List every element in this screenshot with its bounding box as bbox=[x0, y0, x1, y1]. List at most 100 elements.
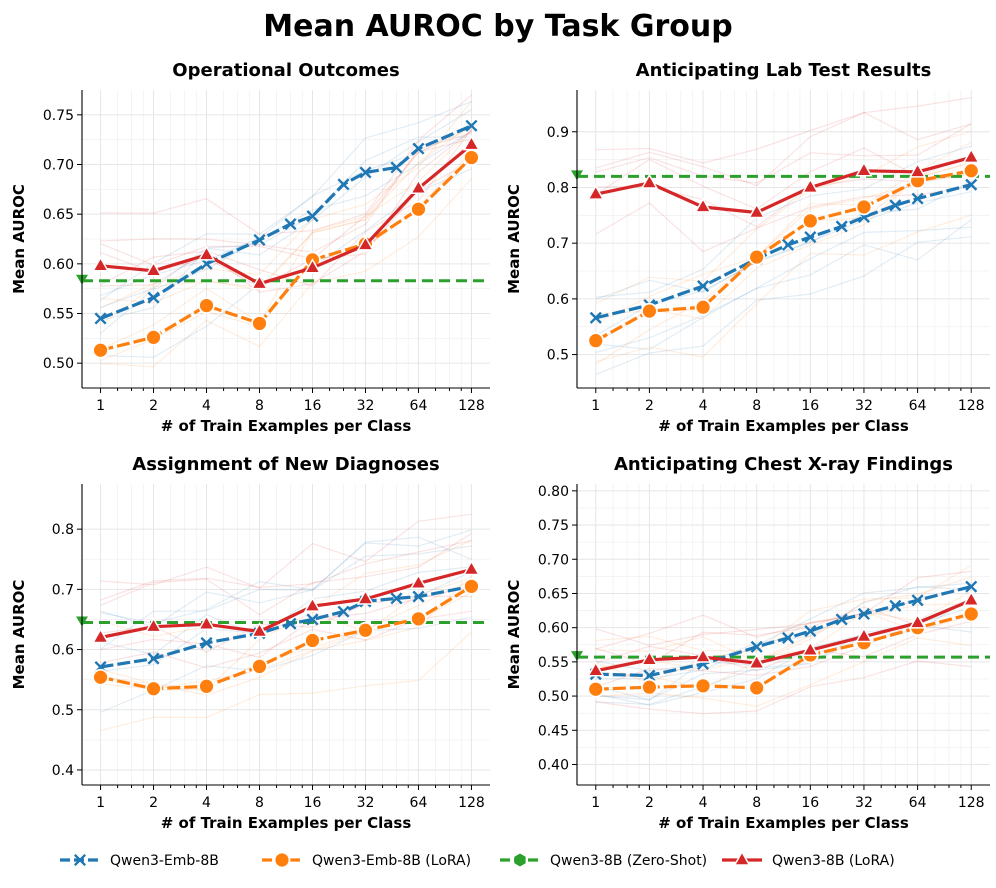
per-task-line bbox=[595, 130, 972, 305]
series-qwen3-8b-lora bbox=[91, 559, 481, 644]
data-point bbox=[412, 590, 425, 603]
data-point bbox=[303, 258, 322, 274]
data-point bbox=[198, 677, 215, 695]
data-point bbox=[463, 149, 480, 166]
series-line bbox=[100, 143, 473, 286]
data-point bbox=[306, 210, 319, 223]
legend-marker bbox=[273, 851, 291, 869]
data-point bbox=[337, 605, 350, 618]
series-line bbox=[100, 567, 472, 640]
x-tick-label: 128 bbox=[958, 398, 985, 414]
x-tick-label: 64 bbox=[909, 398, 927, 414]
figure-title: Mean AUROC by Task Group bbox=[263, 9, 732, 44]
data-point bbox=[962, 147, 980, 164]
data-point bbox=[889, 199, 902, 212]
y-axis-label: Mean AUROC bbox=[505, 580, 523, 690]
series-line bbox=[100, 156, 473, 352]
per-task-line bbox=[100, 100, 472, 309]
data-point bbox=[303, 596, 322, 612]
data-point bbox=[92, 668, 109, 686]
data-point bbox=[409, 178, 428, 195]
data-point bbox=[641, 678, 658, 696]
x-tick-label: 1 bbox=[96, 398, 105, 414]
per-task-line bbox=[100, 532, 472, 616]
panel-title: Anticipating Lab Test Results bbox=[636, 60, 932, 81]
x-tick-label: 2 bbox=[149, 398, 158, 414]
y-tick-label: 0.70 bbox=[538, 552, 569, 568]
data-point bbox=[284, 617, 297, 630]
per-task-line bbox=[595, 123, 972, 184]
chart-panel-operational-outcomes: 1 2 4 8 16 32 64 128 0.50 0.55 0.60 0.65 0.70 0.75 Ope… bbox=[10, 60, 490, 435]
x-tick-label: 16 bbox=[304, 795, 322, 811]
data-point bbox=[889, 599, 902, 612]
data-point bbox=[144, 261, 163, 277]
x-tick-label: 64 bbox=[410, 398, 428, 414]
x-axis-label: # of Train Examples per Class bbox=[658, 814, 909, 832]
per-task-line bbox=[100, 545, 472, 650]
per-task-line bbox=[100, 136, 472, 308]
x-axis-label: # of Train Examples per Class bbox=[161, 814, 412, 832]
data-point bbox=[694, 298, 712, 316]
per-task-lines bbox=[100, 94, 472, 368]
y-tick-label: 0.7 bbox=[52, 582, 74, 598]
per-task-line bbox=[595, 590, 972, 690]
data-point bbox=[462, 135, 481, 151]
y-tick-label: 0.45 bbox=[538, 723, 569, 739]
per-task-line bbox=[100, 130, 472, 288]
data-point bbox=[962, 162, 980, 180]
x-axis-label: # of Train Examples per Class bbox=[658, 417, 909, 435]
per-task-line bbox=[595, 582, 972, 680]
y-tick-label: 0.9 bbox=[547, 125, 569, 141]
data-point bbox=[748, 679, 766, 697]
data-point bbox=[587, 661, 605, 677]
data-point bbox=[804, 231, 817, 244]
y-tick-label: 0.55 bbox=[538, 655, 569, 671]
per-task-line bbox=[595, 226, 972, 351]
y-tick-label: 0.70 bbox=[43, 158, 74, 174]
per-task-line bbox=[100, 129, 472, 350]
data-point bbox=[390, 592, 403, 605]
per-task-line bbox=[100, 513, 472, 589]
x-tick-label: 64 bbox=[410, 795, 428, 811]
per-task-line bbox=[100, 124, 472, 304]
series-line bbox=[595, 169, 972, 343]
data-point bbox=[337, 178, 350, 191]
panel-title: Anticipating Chest X-ray Findings bbox=[614, 454, 953, 475]
data-point bbox=[465, 119, 478, 132]
data-point bbox=[145, 680, 162, 698]
data-point bbox=[250, 274, 269, 290]
data-point bbox=[965, 580, 978, 593]
series-qwen3-emb-8b-lora bbox=[587, 162, 980, 350]
per-task-line bbox=[595, 603, 972, 685]
data-point bbox=[908, 613, 927, 629]
series-line bbox=[100, 584, 472, 669]
per-task-line bbox=[595, 611, 972, 671]
data-point bbox=[748, 653, 766, 669]
per-task-lines bbox=[595, 97, 972, 375]
per-task-line bbox=[100, 536, 472, 628]
per-task-line bbox=[100, 168, 472, 358]
data-point bbox=[748, 203, 766, 219]
per-task-line bbox=[595, 214, 972, 363]
x-tick-label: 4 bbox=[699, 398, 708, 414]
x-tick-label: 8 bbox=[255, 795, 264, 811]
x-tick-label: 128 bbox=[958, 795, 985, 811]
per-task-line bbox=[100, 100, 472, 301]
data-point bbox=[640, 173, 659, 189]
x-tick-label: 32 bbox=[357, 398, 375, 414]
x-tick-label: 2 bbox=[149, 795, 158, 811]
y-tick-label: 0.8 bbox=[52, 522, 74, 538]
x-tick-label: 4 bbox=[202, 795, 211, 811]
y-tick-label: 0.80 bbox=[538, 484, 569, 500]
data-point bbox=[357, 621, 374, 639]
data-point bbox=[463, 577, 480, 595]
series-line bbox=[595, 598, 972, 673]
series-qwen3-8b-lora bbox=[587, 147, 980, 219]
per-task-line bbox=[100, 178, 472, 368]
y-tick-label: 0.5 bbox=[547, 348, 569, 364]
data-point bbox=[911, 594, 924, 607]
data-point bbox=[965, 178, 978, 191]
data-point bbox=[782, 238, 795, 251]
data-point bbox=[694, 677, 712, 695]
